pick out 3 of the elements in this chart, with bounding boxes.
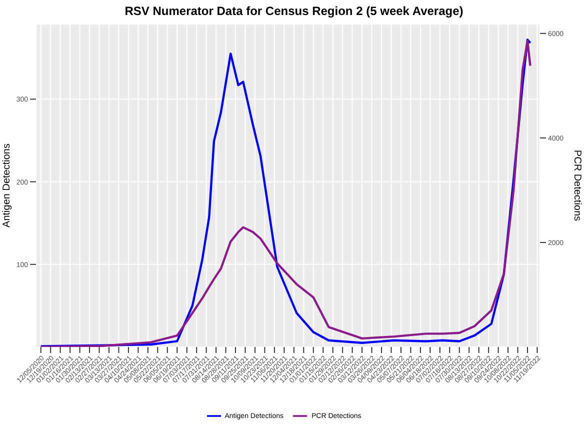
chart-title: RSV Numerator Data for Census Region 2 (5 week Average) [124,4,464,18]
y-axis-title: Antigen Detections [2,144,13,228]
y2-axis-title: PCR Detections [571,150,582,222]
